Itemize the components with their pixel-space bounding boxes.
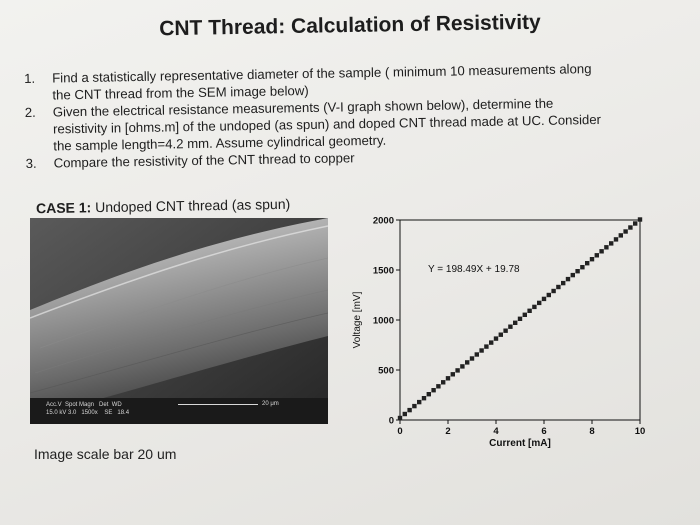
- data-point: [537, 300, 542, 306]
- data-point: [580, 265, 585, 270]
- sem-image: Acc.V Spot Magn Det WD 15.0 kV 3.0 1500x…: [30, 218, 328, 424]
- x-axis-ticks: 0 2 4 6 8 10: [397, 420, 645, 437]
- data-point: [546, 292, 551, 298]
- data-point: [522, 312, 527, 317]
- y-tick-label: 500: [378, 366, 394, 377]
- data-point: [551, 288, 556, 294]
- question-text-line: Find a statistically representative diam…: [52, 61, 592, 86]
- x-tick-label: 4: [493, 426, 499, 437]
- data-point: [609, 241, 614, 246]
- data-point: [455, 368, 460, 373]
- data-point: [421, 396, 427, 401]
- fit-equation: Y = 198.49X + 19.78: [428, 264, 520, 275]
- data-point: [570, 272, 575, 278]
- data-point: [604, 245, 609, 250]
- case-text: Undoped CNT thread (as spun): [94, 195, 291, 216]
- x-axis-label: Current [mA]: [489, 438, 551, 449]
- data-point: [561, 280, 566, 286]
- data-point: [431, 388, 436, 393]
- page-title: CNT Thread: Calculation of Resistivity: [159, 10, 541, 41]
- data-point: [493, 336, 499, 341]
- question-number: 2.: [24, 104, 36, 120]
- sem-metadata: Acc.V Spot Magn Det WD 15.0 kV 3.0 1500x…: [46, 401, 129, 417]
- x-tick-label: 8: [589, 426, 594, 437]
- sem-scale-label: 20 μm: [262, 401, 279, 407]
- data-point: [498, 332, 503, 337]
- data-point: [479, 348, 484, 353]
- data-point: [503, 328, 508, 333]
- vi-chart: 0 500 1000 1500 2000 0 2 4 6 8 10 Y = 198.49X + 1…: [352, 216, 645, 450]
- data-point: [460, 364, 465, 369]
- question-number: 3.: [25, 155, 37, 171]
- y-tick-label: 1500: [373, 266, 394, 277]
- question-list: 1. Find a statistically representative d…: [24, 59, 666, 172]
- data-point: [465, 360, 470, 365]
- y-axis-label: Voltage [mV]: [352, 291, 363, 348]
- data-point: [575, 269, 580, 274]
- data-point: [417, 399, 422, 405]
- data-point: [532, 304, 537, 310]
- sem-scale-bar: [178, 404, 258, 405]
- data-point: [618, 233, 623, 238]
- data-point: [594, 253, 599, 258]
- data-point: [436, 384, 441, 389]
- x-tick-label: 6: [541, 426, 546, 437]
- sem-fiber-graphic: [30, 218, 328, 424]
- data-point: [397, 415, 403, 421]
- data-point: [469, 356, 475, 361]
- data-point: [412, 403, 417, 409]
- y-tick-label: 1000: [373, 316, 394, 327]
- y-tick-label: 0: [389, 416, 394, 427]
- data-point: [527, 308, 532, 313]
- data-point: [541, 296, 547, 302]
- y-axis-ticks: 0 500 1000 1500 2000: [373, 216, 400, 427]
- data-point: [633, 221, 638, 226]
- data-point: [441, 380, 446, 385]
- data-point: [474, 352, 479, 357]
- x-tick-label: 0: [397, 426, 402, 437]
- data-point: [508, 324, 513, 329]
- x-tick-label: 10: [635, 426, 646, 437]
- case-heading: CASE 1: Undoped CNT thread (as spun): [36, 196, 290, 216]
- data-point: [589, 257, 595, 262]
- image-caption: Image scale bar 20 um: [34, 446, 177, 462]
- data-series: [397, 217, 643, 421]
- data-point: [556, 284, 561, 290]
- data-point: [517, 316, 523, 321]
- y-tick-label: 2000: [373, 216, 394, 227]
- data-point: [426, 392, 431, 397]
- data-point: [513, 320, 518, 325]
- question-text-line: Compare the resistivity of the CNT threa…: [53, 150, 355, 171]
- x-tick-label: 2: [445, 426, 450, 437]
- data-point: [565, 276, 571, 282]
- case-label: CASE 1:: [35, 199, 92, 217]
- data-point: [450, 372, 455, 377]
- sem-info-bar: Acc.V Spot Magn Det WD 15.0 kV 3.0 1500x…: [30, 398, 328, 424]
- question-number: 1.: [24, 70, 36, 86]
- data-point: [407, 407, 412, 413]
- data-point: [637, 217, 643, 222]
- data-point: [445, 376, 451, 381]
- data-point: [628, 225, 633, 230]
- sem-meta-line: 15.0 kV 3.0 1500x SE 18.4: [46, 410, 130, 416]
- data-point: [484, 344, 489, 349]
- sem-meta-line: Acc.V Spot Magn Det WD: [46, 402, 122, 408]
- data-point: [402, 411, 407, 417]
- data-point: [613, 237, 619, 242]
- data-point: [585, 261, 590, 266]
- data-point: [623, 229, 628, 234]
- data-point: [489, 340, 494, 345]
- data-point: [599, 249, 604, 254]
